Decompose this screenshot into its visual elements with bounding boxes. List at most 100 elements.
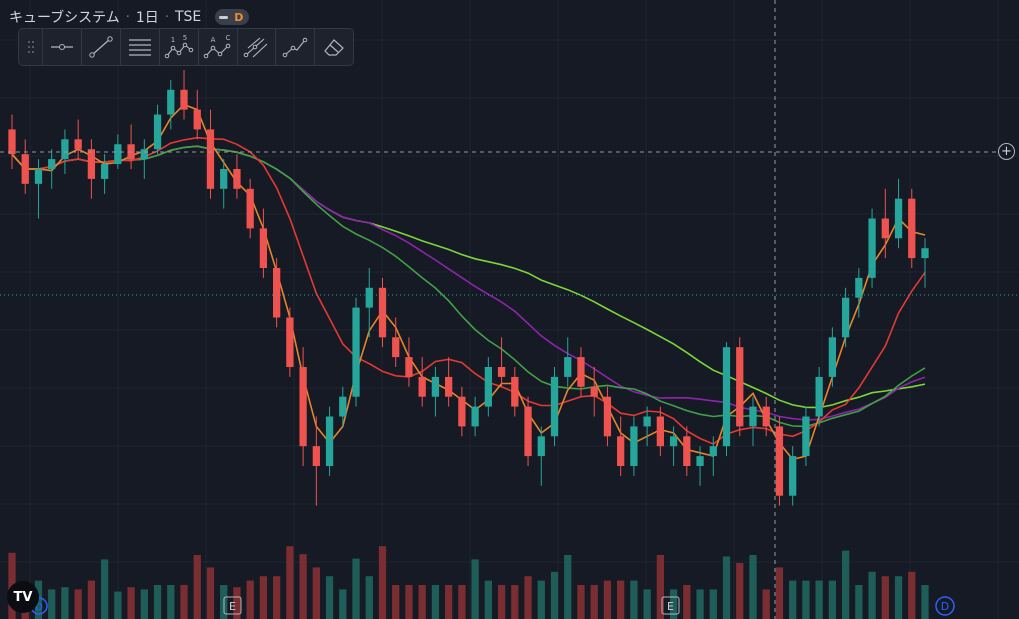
volume-bar bbox=[246, 580, 254, 619]
candle-body bbox=[325, 416, 334, 466]
candle-body bbox=[246, 188, 254, 229]
candle bbox=[868, 208, 876, 288]
candle-body bbox=[272, 268, 281, 318]
volume-bar bbox=[683, 585, 691, 619]
volume-bars bbox=[8, 546, 929, 619]
candle bbox=[881, 188, 889, 259]
candle bbox=[736, 337, 744, 437]
candle-body bbox=[365, 287, 373, 308]
candle bbox=[471, 396, 479, 437]
volume-bar bbox=[259, 576, 268, 619]
volume-bar bbox=[206, 567, 215, 619]
candle bbox=[564, 337, 572, 387]
fib-levels-tool[interactable] bbox=[121, 29, 160, 65]
candle bbox=[418, 357, 426, 407]
candle-body bbox=[590, 386, 598, 397]
horizontal-line-tool[interactable] bbox=[43, 29, 83, 65]
candle-body bbox=[286, 317, 294, 367]
ma-purple-line bbox=[11, 145, 926, 421]
symbol-header[interactable]: キューブシステム · 1日 · TSE D bbox=[9, 6, 250, 28]
candle-body bbox=[550, 376, 559, 437]
candle-body bbox=[603, 396, 612, 437]
candle bbox=[220, 159, 228, 209]
volume-bar bbox=[841, 550, 850, 619]
volume-bar bbox=[802, 580, 810, 619]
volume-bar bbox=[272, 576, 281, 619]
ma-mid-line bbox=[11, 136, 926, 445]
candle bbox=[894, 178, 903, 249]
eraser-tool[interactable] bbox=[315, 29, 353, 65]
event-marker-earnings[interactable]: E bbox=[661, 596, 680, 615]
candle bbox=[722, 342, 731, 457]
candle-body bbox=[48, 159, 56, 169]
candle-body bbox=[789, 456, 797, 496]
candle bbox=[603, 386, 612, 447]
data-status-badge[interactable]: D bbox=[215, 9, 250, 25]
event-marker-dividend[interactable]: D bbox=[935, 596, 955, 616]
candle-body bbox=[431, 376, 440, 397]
volume-bar bbox=[669, 589, 678, 619]
candle bbox=[352, 297, 360, 407]
candle bbox=[656, 406, 665, 457]
volume-bar bbox=[405, 585, 413, 619]
candle-body bbox=[669, 436, 678, 447]
candle-body bbox=[828, 337, 837, 377]
candle-body bbox=[352, 307, 360, 397]
volume-bar bbox=[603, 580, 612, 619]
candle bbox=[828, 327, 837, 387]
candle-body bbox=[524, 406, 532, 457]
candle bbox=[669, 426, 678, 466]
tradingview-logo[interactable]: TV bbox=[7, 581, 39, 613]
candle-body bbox=[841, 297, 850, 338]
event-marker-earnings[interactable]: E bbox=[223, 596, 242, 615]
candle-body bbox=[458, 396, 466, 427]
pitchfork-tool[interactable] bbox=[238, 29, 277, 65]
candle-body bbox=[868, 218, 876, 278]
volume-bar bbox=[299, 554, 307, 619]
drag-handle-icon[interactable] bbox=[19, 29, 44, 65]
candle-body bbox=[233, 169, 241, 189]
candle-body bbox=[392, 337, 400, 358]
candles bbox=[8, 70, 929, 506]
candle bbox=[100, 154, 109, 194]
candle-body bbox=[418, 376, 426, 397]
candle bbox=[630, 416, 638, 476]
candle bbox=[140, 139, 148, 179]
volume-bar bbox=[153, 585, 162, 619]
badge-label: D bbox=[234, 10, 244, 24]
candle-body bbox=[630, 426, 638, 466]
candle bbox=[537, 426, 545, 486]
candle bbox=[206, 109, 215, 199]
volume-bar bbox=[550, 571, 559, 619]
trend-line-tool[interactable] bbox=[82, 29, 121, 65]
candle bbox=[405, 337, 413, 387]
candle-body bbox=[114, 144, 122, 165]
volume-bar bbox=[445, 585, 453, 619]
candle bbox=[365, 268, 373, 338]
candle-body bbox=[378, 287, 387, 338]
candle-body bbox=[299, 367, 307, 447]
volume-bar bbox=[48, 589, 56, 619]
svg-text:D: D bbox=[35, 602, 43, 613]
volume-bar bbox=[114, 591, 122, 619]
volume-bar bbox=[312, 567, 320, 619]
path-tool[interactable] bbox=[276, 29, 316, 65]
add-alert-plus-icon[interactable]: + bbox=[998, 143, 1015, 160]
candle bbox=[34, 159, 43, 219]
candle-body bbox=[61, 139, 69, 160]
candle-body bbox=[683, 436, 691, 466]
volume-bar bbox=[762, 589, 770, 619]
volume-bar bbox=[497, 585, 506, 619]
volume-bar bbox=[127, 587, 135, 619]
ma-short-line bbox=[11, 103, 926, 461]
volume-bar bbox=[564, 555, 572, 619]
candle bbox=[48, 149, 56, 189]
candle-body bbox=[140, 149, 148, 160]
moving-averages bbox=[11, 103, 926, 461]
candle bbox=[511, 367, 519, 417]
candle-body bbox=[577, 357, 585, 387]
